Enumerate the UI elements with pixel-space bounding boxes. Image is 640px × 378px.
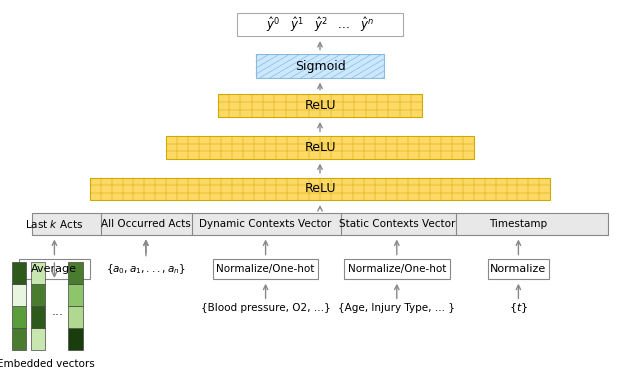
Text: Normalize/One-hot: Normalize/One-hot	[348, 264, 446, 274]
Text: $\{t\}$: $\{t\}$	[509, 301, 528, 315]
Text: ReLU: ReLU	[304, 99, 336, 112]
Bar	[31, 306, 45, 328]
Bar	[68, 328, 83, 350]
Bar	[68, 306, 83, 328]
Text: $\{a_0, a_1, ..., a_n\}$: $\{a_0, a_1, ..., a_n\}$	[106, 262, 186, 276]
Bar	[12, 262, 26, 284]
Bar	[212, 259, 319, 279]
Bar	[31, 262, 45, 284]
Text: Dynamic Contexts Vector: Dynamic Contexts Vector	[200, 219, 332, 229]
Text: Normalize/One-hot: Normalize/One-hot	[216, 264, 315, 274]
Text: ReLU: ReLU	[304, 141, 336, 154]
Bar	[31, 328, 45, 350]
Text: Average: Average	[31, 264, 77, 274]
Text: Embedded vectors: Embedded vectors	[0, 359, 95, 369]
Text: Timestamp: Timestamp	[490, 219, 547, 229]
Bar	[68, 262, 83, 284]
Text: Static Contexts Vector: Static Contexts Vector	[339, 219, 455, 229]
Text: ReLU: ReLU	[304, 183, 336, 195]
Text: $\hat{y}^0$   $\hat{y}^1$   $\hat{y}^2$   ...   $\hat{y}^n$: $\hat{y}^0$ $\hat{y}^1$ $\hat{y}^2$ ... …	[266, 15, 374, 34]
Text: Normalize: Normalize	[490, 264, 547, 274]
Text: Last $k$ Acts: Last $k$ Acts	[26, 218, 83, 230]
Bar	[12, 284, 26, 306]
Bar	[166, 136, 474, 159]
Bar	[90, 178, 550, 200]
Bar	[12, 306, 26, 328]
Text: Sigmoid: Sigmoid	[294, 60, 346, 73]
Bar	[237, 13, 403, 36]
Text: {Blood pressure, O2, …}: {Blood pressure, O2, …}	[201, 303, 330, 313]
Text: ...: ...	[52, 305, 63, 318]
Bar	[32, 213, 608, 235]
Bar	[218, 94, 422, 117]
Bar	[256, 54, 384, 78]
Text: All Occurred Acts: All Occurred Acts	[101, 219, 191, 229]
Bar	[488, 259, 549, 279]
Text: {Age, Injury Type, … }: {Age, Injury Type, … }	[339, 303, 455, 313]
Bar	[68, 284, 83, 306]
Bar	[256, 54, 384, 78]
Bar	[31, 284, 45, 306]
Bar	[344, 259, 450, 279]
Bar	[12, 328, 26, 350]
Bar	[19, 259, 90, 279]
